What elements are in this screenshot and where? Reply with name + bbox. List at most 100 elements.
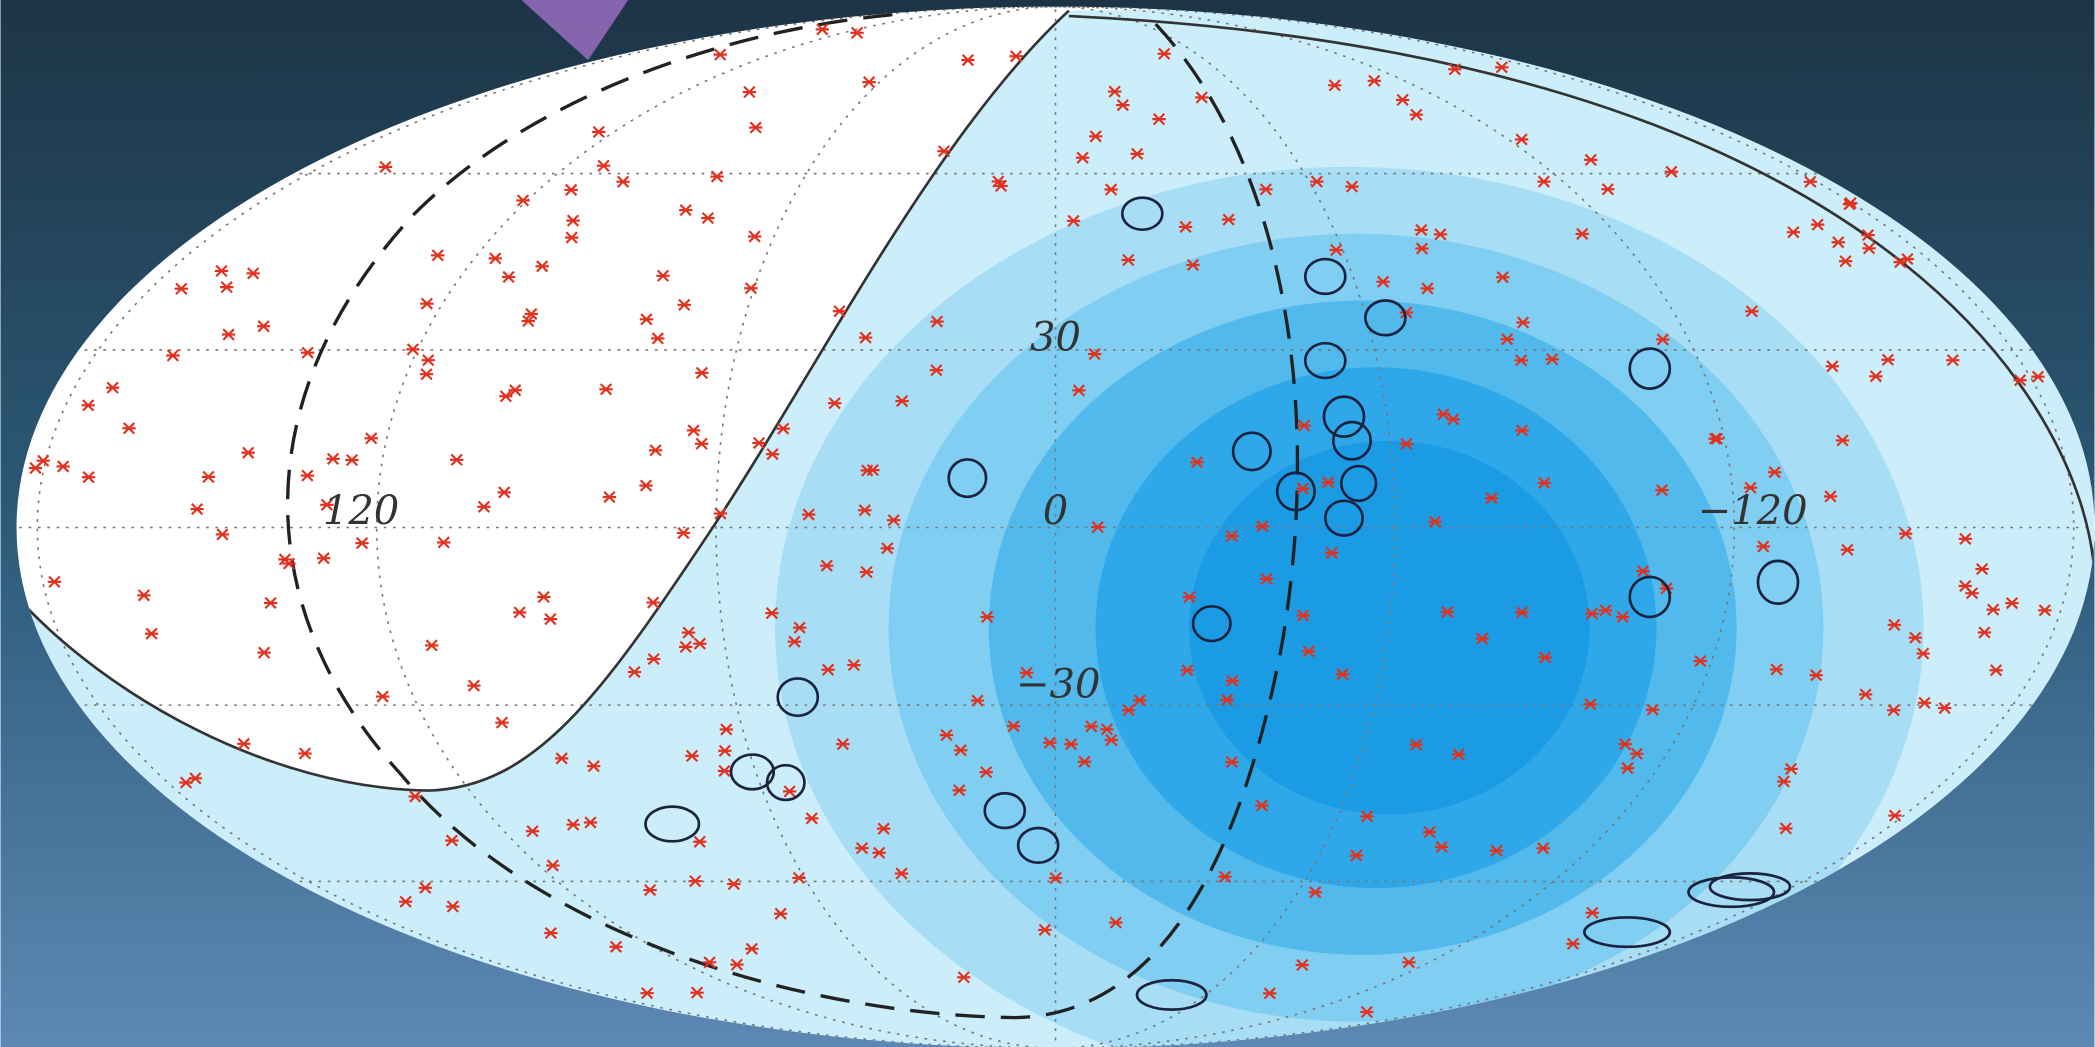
event-marker	[516, 194, 530, 207]
exposure-boundary	[19, 9, 1070, 792]
event-marker	[1296, 609, 1310, 622]
event-marker	[858, 331, 873, 344]
event-marker	[994, 179, 1008, 192]
event-stroke	[1088, 347, 1101, 361]
event-stroke	[743, 85, 756, 99]
event-marker	[1064, 738, 1078, 751]
event-stroke	[1152, 113, 1166, 126]
event-stroke	[1396, 93, 1409, 106]
event-stroke	[895, 867, 908, 880]
event-stroke	[1259, 183, 1272, 196]
event-marker	[1221, 213, 1236, 226]
event-marker	[1575, 227, 1589, 241]
event-stroke	[1222, 213, 1235, 226]
event-stroke	[1768, 466, 1781, 479]
event-stroke	[1038, 923, 1051, 936]
event-stroke	[298, 747, 312, 760]
event-stroke	[1122, 253, 1135, 267]
event-marker	[1664, 165, 1679, 178]
event-marker	[876, 822, 891, 835]
event-marker	[1259, 572, 1274, 586]
event-marker	[858, 504, 872, 517]
event-stroke	[783, 785, 796, 798]
event-marker	[2038, 604, 2052, 617]
event-stroke	[847, 658, 860, 672]
event-marker	[1440, 605, 1455, 619]
event-marker	[1536, 842, 1550, 855]
event-marker	[326, 452, 340, 465]
event-marker	[419, 368, 434, 381]
event-marker	[1769, 663, 1784, 676]
event-marker	[376, 690, 390, 703]
event-marker	[144, 627, 159, 640]
event-stroke	[587, 760, 600, 773]
event-marker	[1977, 626, 1992, 639]
event-stroke	[495, 716, 509, 729]
event-marker	[1495, 61, 1509, 74]
event-marker	[36, 454, 50, 467]
event-stroke	[215, 264, 228, 278]
event-marker	[81, 399, 95, 412]
event-stroke	[2014, 374, 2027, 387]
event-marker	[1157, 47, 1171, 60]
event-stroke	[828, 397, 841, 410]
events	[28, 23, 2052, 1019]
event-marker	[1958, 532, 1973, 545]
event-marker	[566, 818, 580, 831]
event-stroke	[1100, 723, 1114, 736]
event-stroke	[1064, 738, 1078, 751]
event-marker	[1255, 520, 1270, 533]
hotspot-circle	[1303, 341, 1347, 380]
event-marker	[727, 877, 741, 891]
event-stroke	[1350, 849, 1363, 862]
event-marker	[215, 528, 230, 541]
event-marker	[1376, 275, 1390, 288]
event-stroke	[792, 871, 806, 885]
event-stroke	[301, 469, 314, 482]
event-stroke	[592, 125, 605, 139]
event-marker	[713, 507, 728, 520]
event-stroke	[720, 723, 733, 736]
event-stroke	[1322, 476, 1335, 489]
event-stroke	[1859, 688, 1872, 701]
event-marker	[1537, 476, 1551, 489]
event-stroke	[639, 479, 653, 492]
event-marker	[832, 305, 847, 318]
event-stroke	[317, 552, 330, 565]
event-stroke	[788, 635, 801, 648]
event-stroke	[953, 784, 966, 797]
event-marker	[420, 297, 434, 310]
event-marker	[939, 728, 954, 742]
event-stroke	[565, 231, 578, 244]
event-marker	[701, 211, 715, 225]
exposure-boundary	[1068, 14, 2095, 575]
event-marker	[166, 349, 180, 362]
event-marker	[1598, 604, 1613, 617]
event-marker	[1710, 432, 1724, 445]
event-marker	[1225, 755, 1239, 769]
event-marker	[961, 53, 975, 67]
event-stroke	[805, 812, 818, 825]
event-stroke	[106, 381, 119, 394]
event-marker	[702, 956, 717, 969]
event-stroke	[422, 354, 435, 367]
event-marker	[1321, 476, 1335, 489]
event-stroke	[1515, 354, 1528, 367]
event-marker	[648, 444, 663, 457]
event-stroke	[744, 282, 757, 295]
event-marker	[1259, 183, 1273, 196]
event-stroke	[467, 679, 481, 692]
hotspot-circle	[776, 677, 820, 718]
event-marker	[643, 883, 657, 897]
event-marker	[1422, 826, 1437, 839]
event-marker	[1220, 693, 1234, 706]
event-stroke	[1881, 353, 1895, 366]
event-stroke	[1263, 987, 1276, 1000]
event-stroke	[859, 331, 872, 344]
event-marker	[1104, 734, 1119, 747]
event-marker	[752, 436, 766, 450]
event-stroke	[257, 320, 270, 333]
event-marker	[1019, 666, 1034, 679]
event-stroke	[536, 260, 549, 273]
event-stroke	[860, 566, 873, 579]
